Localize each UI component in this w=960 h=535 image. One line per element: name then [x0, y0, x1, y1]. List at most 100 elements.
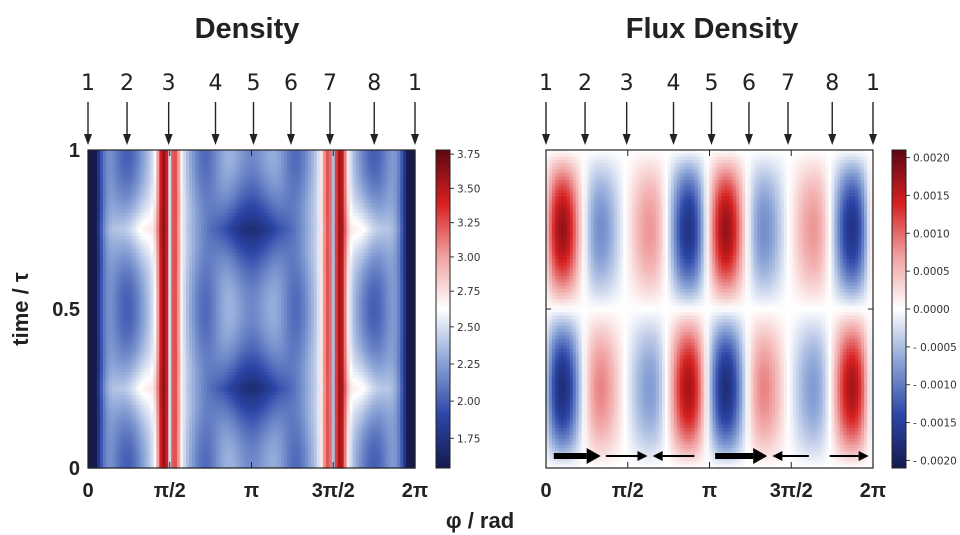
heat-cell: [239, 183, 244, 188]
heat-cell: [200, 156, 205, 161]
heat-cell: [361, 256, 366, 260]
heat-cell: [325, 272, 330, 277]
heat-cell: [272, 232, 276, 237]
heat-cell: [242, 209, 247, 214]
heat-cell: [195, 212, 199, 217]
heat-cell: [325, 150, 330, 154]
heat-cell: [406, 262, 410, 267]
heat-cell: [272, 265, 276, 270]
heat-cell: [245, 156, 250, 161]
heat-cell: [236, 183, 241, 188]
heat-cell: [171, 222, 175, 227]
heat-cell: [400, 173, 404, 178]
heat-cell: [153, 153, 157, 158]
heat-cell: [257, 193, 262, 197]
heat-cell: [147, 229, 152, 234]
heat-cell: [322, 242, 327, 247]
heat-cell: [168, 193, 172, 197]
heat-cell: [299, 209, 303, 214]
heat-cell: [206, 176, 211, 181]
heat-cell: [227, 189, 232, 194]
heat-cell: [322, 272, 327, 277]
heat-cell: [245, 189, 250, 194]
heat-cell: [296, 236, 300, 241]
heat-cell: [281, 252, 285, 257]
heat-cell: [88, 272, 92, 277]
heat-cell: [334, 252, 339, 257]
heat-cell: [257, 179, 262, 184]
heat-cell: [183, 249, 187, 254]
heat-cell: [218, 226, 223, 231]
heat-cell: [218, 203, 223, 207]
heat-cell: [343, 206, 348, 211]
heat-cell: [278, 179, 282, 184]
heat-cell: [251, 249, 256, 254]
heat-cell: [254, 265, 259, 270]
heat-cell: [349, 153, 354, 158]
heat-cell: [299, 173, 303, 178]
heat-cell: [105, 209, 110, 214]
heat-cell: [138, 256, 143, 260]
heat-cell: [189, 193, 193, 197]
heat-cell: [322, 275, 327, 280]
heat-cell: [299, 256, 303, 260]
heat-cell: [221, 269, 226, 274]
heat-cell: [99, 173, 104, 178]
heat-cell: [266, 159, 270, 164]
heat-cell: [102, 159, 107, 164]
heat-cell: [135, 246, 140, 250]
heat-cell: [168, 163, 172, 168]
heat-cell: [126, 226, 131, 231]
heat-cell: [99, 265, 104, 270]
heat-cell: [260, 256, 264, 260]
heat-cell: [218, 209, 223, 214]
heat-cell: [349, 236, 354, 241]
heat-cell: [171, 212, 175, 217]
heat-cell: [177, 226, 181, 231]
heat-cell: [174, 262, 178, 267]
heat-cell: [406, 226, 410, 231]
heat-cell: [239, 163, 244, 168]
heat-cell: [382, 153, 386, 158]
heat-cell: [293, 246, 297, 250]
heat-cell: [328, 156, 333, 161]
heat-cell: [227, 169, 232, 174]
heat-cell: [331, 199, 336, 204]
heat-cell: [96, 236, 101, 241]
heat-cell: [126, 242, 131, 247]
heat-cell: [263, 153, 267, 158]
heat-cell: [159, 275, 163, 280]
heat-cell: [373, 176, 377, 181]
heat-cell: [316, 236, 321, 241]
heat-cell: [397, 156, 401, 161]
heat-cell: [293, 222, 297, 227]
heat-cell: [361, 183, 366, 188]
heat-cell: [355, 206, 360, 211]
heat-cell: [412, 256, 416, 260]
heat-cell: [203, 279, 208, 284]
heat-cell: [123, 156, 128, 161]
heat-cell: [269, 259, 273, 264]
heat-cell: [141, 203, 146, 207]
heat-cell: [218, 262, 223, 267]
heat-cell: [388, 150, 392, 154]
heat-cell: [358, 189, 363, 194]
heat-cell: [269, 193, 273, 197]
heat-cell: [358, 212, 363, 217]
heat-cell: [337, 169, 342, 174]
heat-cell: [319, 176, 324, 181]
heat-cell: [394, 173, 398, 178]
heat-cell: [293, 176, 297, 181]
heat-cell: [313, 179, 318, 184]
heat-cell: [200, 212, 205, 217]
heat-cell: [284, 279, 288, 284]
heat-cell: [379, 219, 383, 224]
heat-cell: [328, 179, 333, 184]
heat-cell: [406, 193, 410, 197]
heat-cell: [221, 249, 226, 254]
heat-cell: [293, 239, 297, 244]
heat-cell: [319, 196, 324, 201]
heat-cell: [248, 150, 253, 154]
heat-cell: [96, 229, 101, 234]
heat-cell: [209, 226, 214, 231]
